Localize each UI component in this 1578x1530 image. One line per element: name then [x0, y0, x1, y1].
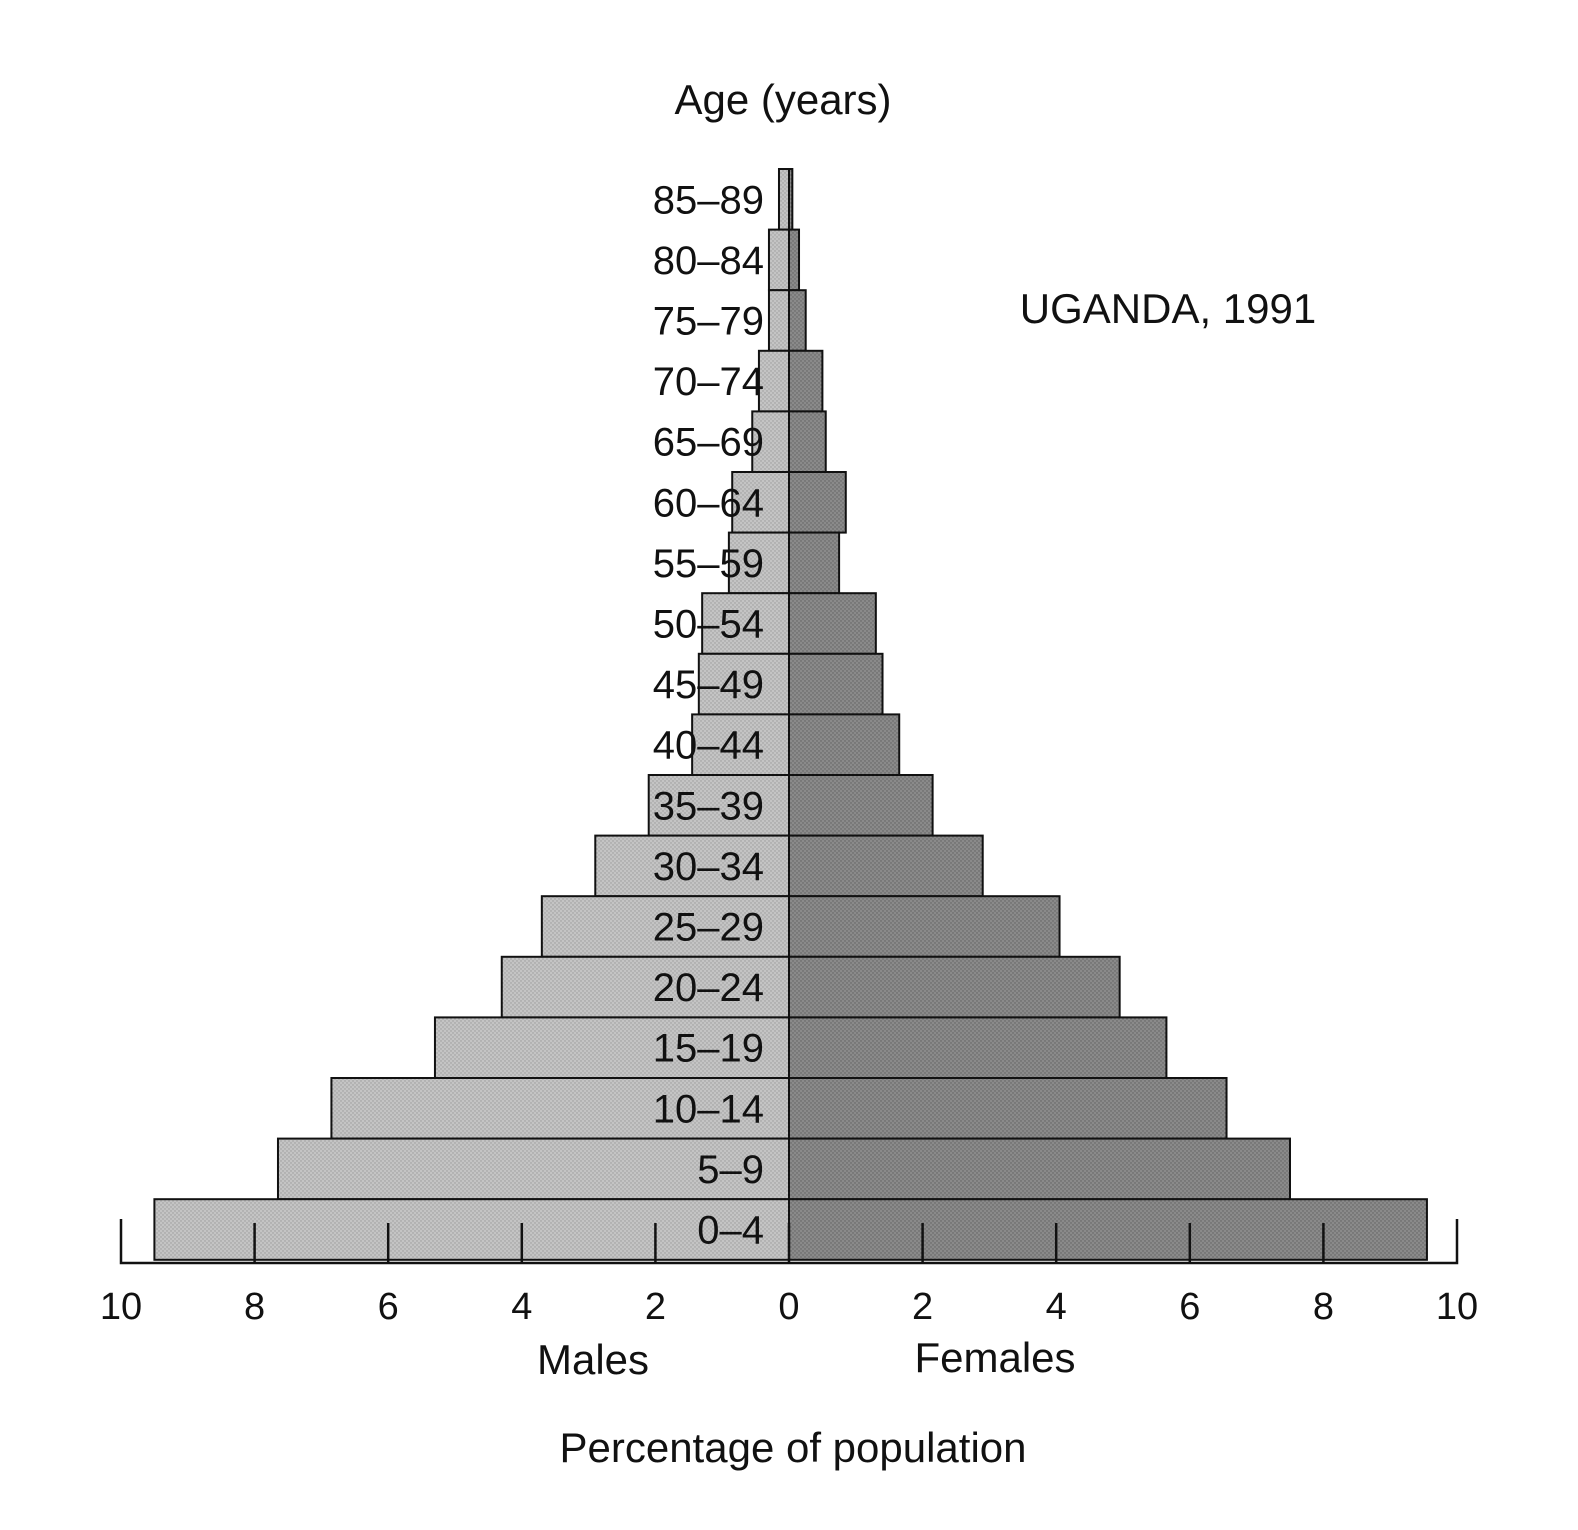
x-tick-label: 10: [1436, 1286, 1478, 1328]
age-label-0–4: 0–4: [697, 1209, 764, 1253]
x-tick-label: 2: [645, 1286, 666, 1328]
age-label-50–54: 50–54: [653, 603, 764, 647]
x-tick-label: 10: [100, 1286, 142, 1328]
male-bar-5–9: [276, 1137, 790, 1201]
x-axis: 10 8 6 4 2 0 2 4 6 8 10: [100, 1219, 1478, 1328]
male-bar-35–39: [647, 774, 790, 837]
male-bar-15–19: [433, 1016, 790, 1080]
x-tick-label: 6: [378, 1286, 399, 1328]
age-label-70–74: 70–74: [653, 360, 764, 404]
female-bar-85–89: [788, 168, 794, 231]
female-bar-65–69: [788, 410, 827, 473]
x-tick-label: 0: [778, 1286, 799, 1328]
female-bar-45–49: [788, 652, 884, 716]
female-bar-60–64: [788, 471, 847, 534]
x-tick-label: 4: [511, 1286, 532, 1328]
male-bar-0–4: [153, 1198, 790, 1261]
x-tick-label: 6: [1179, 1286, 1200, 1328]
male-bar-25–29: [540, 895, 791, 958]
age-label-40–44: 40–44: [653, 724, 764, 768]
female-bar-70–74: [788, 349, 824, 413]
male-bar-45–49: [697, 652, 791, 716]
x-axis-title: Percentage of population: [559, 1424, 1026, 1471]
female-bar-10–14: [788, 1077, 1228, 1140]
male-bar-85–89: [777, 168, 790, 231]
age-label-10–14: 10–14: [653, 1087, 764, 1131]
male-bar-75–79: [767, 289, 791, 352]
female-bar-55–59: [788, 531, 841, 595]
female-bar-5–9: [788, 1137, 1291, 1201]
female-bar-30–34: [788, 834, 984, 898]
age-label-80–84: 80–84: [653, 239, 764, 283]
female-bar-80–84: [788, 228, 801, 292]
age-label-35–39: 35–39: [653, 784, 764, 828]
male-bar-80–84: [767, 228, 791, 292]
age-label-75–79: 75–79: [653, 300, 764, 344]
female-bar-25–29: [788, 895, 1061, 958]
males-label: Males: [537, 1336, 649, 1383]
female-bar-15–19: [788, 1016, 1168, 1080]
female-bar-40–44: [788, 713, 901, 777]
age-labels-group: 85–89 80–84 75–79 70–74 65–69 60–64 55–59 50–54…: [653, 178, 764, 1252]
age-label-25–29: 25–29: [653, 906, 764, 950]
age-label-60–64: 60–64: [653, 481, 764, 525]
x-tick-label: 2: [912, 1286, 933, 1328]
age-label-15–19: 15–19: [653, 1027, 764, 1071]
x-tick-label: 8: [1313, 1286, 1334, 1328]
chart-title: UGANDA, 1991: [1020, 285, 1316, 332]
female-bar-0–4: [788, 1198, 1428, 1261]
female-bar-35–39: [788, 774, 934, 837]
female-bar-75–79: [788, 289, 807, 352]
age-label-45–49: 45–49: [653, 663, 764, 707]
age-label-20–24: 20–24: [653, 966, 764, 1010]
bars-group: [153, 168, 1428, 1261]
age-label-55–59: 55–59: [653, 542, 764, 586]
age-label-30–34: 30–34: [653, 845, 764, 889]
female-bar-20–24: [788, 955, 1121, 1019]
x-tick-label: 8: [244, 1286, 265, 1328]
female-bar-50–54: [788, 592, 877, 655]
females-label: Females: [914, 1334, 1075, 1381]
age-label-65–69: 65–69: [653, 421, 764, 465]
x-tick-label: 4: [1046, 1286, 1067, 1328]
age-label-85–89: 85–89: [653, 178, 764, 222]
age-label-5–9: 5–9: [697, 1148, 764, 1192]
y-axis-title: Age (years): [674, 76, 891, 123]
